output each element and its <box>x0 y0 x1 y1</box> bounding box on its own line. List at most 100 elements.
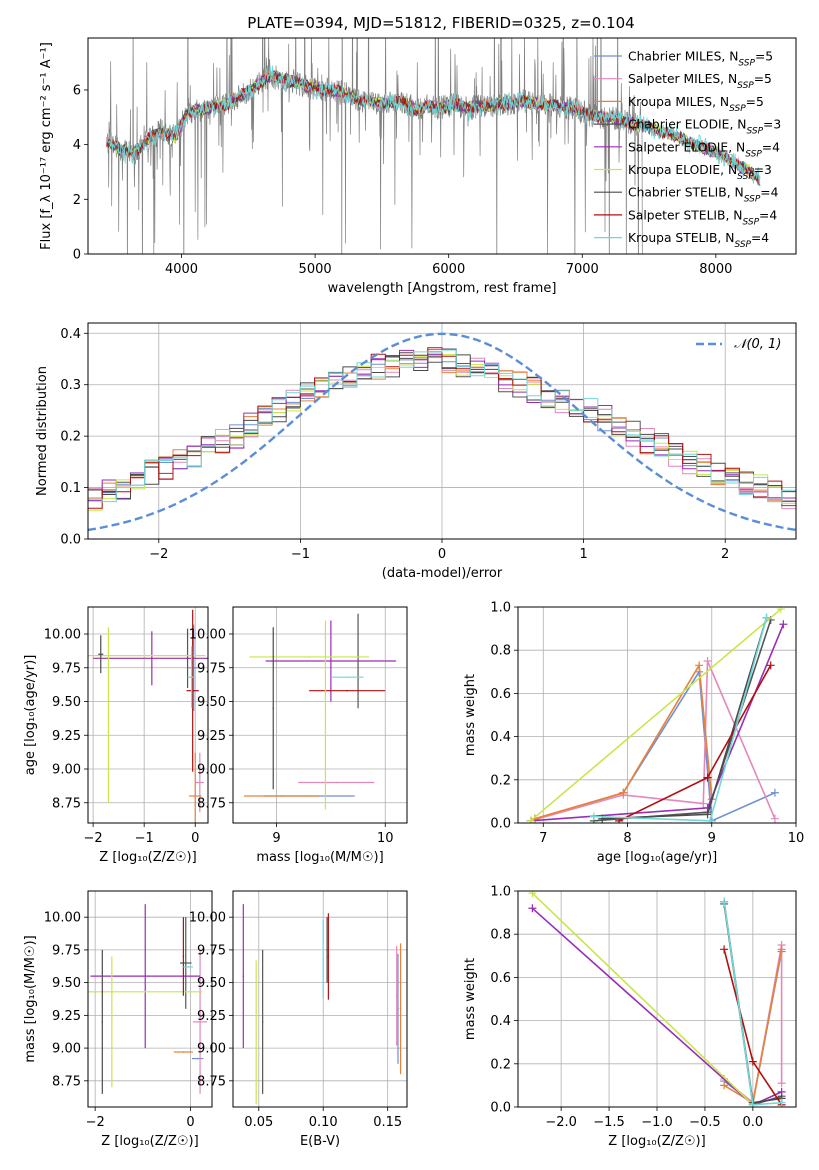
y-tick-label: 9.00 <box>52 1042 81 1057</box>
data-point <box>324 714 327 716</box>
legend-label-rest: =3 <box>754 163 772 177</box>
plus-marker <box>699 799 708 808</box>
legend-label: Salpeter ELODIE, NSSP=4 <box>628 140 780 159</box>
plus-marker <box>720 1081 729 1090</box>
data-point <box>399 1008 402 1010</box>
x-tick-label: 2 <box>721 547 729 562</box>
mass_vs_ebv-plot-area <box>242 904 402 1105</box>
data-spectrum-line <box>106 38 643 254</box>
data-point <box>107 714 110 716</box>
age_vs_mass-plot-area <box>243 613 397 810</box>
data-point <box>327 955 330 958</box>
x-tick-label: 4000 <box>165 262 198 277</box>
y-tick-label: 0.0 <box>490 1101 511 1116</box>
plus-marker <box>703 657 712 665</box>
mass-weight-line <box>530 623 785 822</box>
legend-label-rest: =5 <box>746 95 764 109</box>
y-axis-label: age [log₁₀(age/yr)] <box>23 655 38 776</box>
data-point <box>255 1031 257 1034</box>
x-tick-label: −2 <box>84 831 103 846</box>
y-axis-label: Normed distribution <box>35 366 50 496</box>
data-point <box>99 653 102 656</box>
mass_vs_Z-plot-area <box>88 904 208 1094</box>
mass-weight-line <box>534 662 713 820</box>
age_vs_Z-plot-area <box>88 609 208 823</box>
data-point <box>326 949 328 951</box>
plus-marker <box>770 814 779 823</box>
plus-marker <box>720 897 729 906</box>
y-tick-label: 0.2 <box>490 773 511 788</box>
y-tick-label: 0.0 <box>490 817 511 832</box>
legend-label-rest: =3 <box>763 118 781 132</box>
y-axis-label: mass [log₁₀(M/M☉)] <box>23 935 38 1062</box>
y-tick-label: 8.75 <box>197 796 226 811</box>
y-tick-label: 9.75 <box>197 943 226 958</box>
mass-weight-line <box>531 892 754 1106</box>
y-tick-label: 0.1 <box>60 481 81 496</box>
y-tick-label: 0.8 <box>490 644 511 659</box>
x-tick-label: 7 <box>539 831 547 846</box>
x-tick-label: 9 <box>272 831 280 846</box>
data-point <box>281 795 283 797</box>
x-axis-label: Z [log₁₀(Z/Z☉)] <box>608 1134 705 1149</box>
residual-histogram <box>88 348 796 539</box>
legend-subscript: SSP <box>734 240 751 250</box>
axes-frame <box>517 606 797 824</box>
x-tick-label: 8 <box>623 831 631 846</box>
legend-label-rest: =5 <box>755 50 773 64</box>
y-tick-label: 2 <box>73 193 81 208</box>
x-axis-label: Z [log₁₀(Z/Z☉)] <box>99 850 196 865</box>
plus-marker <box>777 1098 786 1107</box>
residual-histogram <box>88 349 796 539</box>
y-tick-label: 1.0 <box>490 601 511 616</box>
plus-marker <box>528 904 537 913</box>
model-line <box>106 70 761 186</box>
y-tick-label: 9.50 <box>52 695 81 710</box>
data-point <box>199 781 201 784</box>
x-tick-label: 0.05 <box>244 1115 273 1130</box>
legend-label: 𝒩(0, 1) <box>734 337 781 352</box>
y-tick-label: 0.2 <box>490 1057 511 1072</box>
y-tick-label: 6 <box>73 83 81 98</box>
y-tick-label: 9.00 <box>52 763 81 778</box>
mass_vs_ebv-panel: 0.05 0.10 0.15 8.75 9.00 9.25 9.50 9.75 10.00 E(B… <box>189 890 408 1149</box>
data-point <box>191 689 194 692</box>
massweight_vs_Z-panel: −2.0 −1.5 −1.0 −0.5 0.0 0.0 0.2 0.4 0.6 0.8 1.0 Z [… <box>463 885 797 1149</box>
data-point <box>101 1021 104 1023</box>
y-tick-label: 9.75 <box>52 661 81 676</box>
plus-marker <box>589 812 598 821</box>
figure-title: PLATE=0394, MJD=51812, FIBERID=0325, z=0… <box>247 14 634 32</box>
y-tick-label: 9.00 <box>197 763 226 778</box>
data-point <box>184 962 187 964</box>
normal-curve <box>88 332 796 532</box>
data-point <box>151 657 153 660</box>
legend-label: Salpeter MILES, NSSP=5 <box>628 72 772 91</box>
y-tick-label: 4 <box>73 138 81 153</box>
age_vs_Z-panel: −2 −1 0 8.75 9.00 9.25 9.50 9.75 10.00 Z [log₁₀(Z… <box>23 606 209 865</box>
y-tick-label: 8.75 <box>197 1074 226 1089</box>
y-tick-label: 9.25 <box>197 729 226 744</box>
data-point <box>272 707 275 710</box>
y-tick-label: 0.8 <box>490 928 511 943</box>
y-tick-label: 10.00 <box>44 628 81 643</box>
x-tick-label: 6000 <box>432 262 465 277</box>
y-tick-label: 0.0 <box>60 533 81 548</box>
y-tick-label: 0.2 <box>60 430 81 445</box>
age_vs_mass-panel: 9 10 8.75 9.00 9.25 9.50 9.75 10.00 mass [log₁₀(… <box>189 606 408 865</box>
y-tick-label: 10.00 <box>189 911 226 926</box>
x-tick-label: 0 <box>438 547 446 562</box>
residuals-panel: −2 −1 0 1 2 0.0 0.1 0.2 0.3 0.4 (data-model)/error… <box>35 322 797 581</box>
x-tick-label: −2 <box>149 547 168 562</box>
x-tick-label: −2.0 <box>545 1115 577 1130</box>
x-tick-label: 10 <box>377 831 394 846</box>
y-tick-label: 0.6 <box>490 971 511 986</box>
plus-marker <box>766 661 775 670</box>
legend-label: Kroupa MILES, NSSP=5 <box>628 95 764 114</box>
legend-subscript: SSP <box>745 149 762 159</box>
residual-histogram <box>88 352 796 539</box>
x-axis-label: mass [log₁₀(M/M☉)] <box>256 850 383 865</box>
x-tick-label: 0.0 <box>743 1115 764 1130</box>
y-axis-label: mass weight <box>463 674 478 756</box>
plus-marker <box>777 945 786 954</box>
